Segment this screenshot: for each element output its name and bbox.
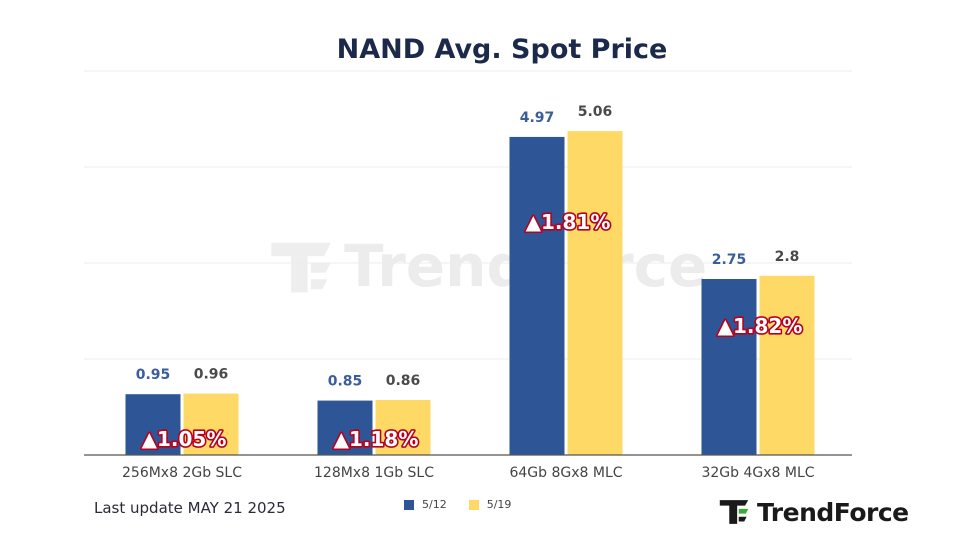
bar-1 [317, 400, 373, 455]
chart-title: NAND Avg. Spot Price [336, 34, 668, 65]
legend-swatch-series-1 [404, 499, 414, 510]
change-label: ▲1.81% [526, 210, 611, 234]
bar-1 [125, 394, 181, 455]
legend-item-series-1: 5/12 [404, 498, 447, 511]
data-label: 5.06 [578, 104, 613, 120]
data-label: 0.85 [328, 374, 363, 390]
bar-1 [701, 279, 757, 455]
legend-label-series-1: 5/12 [422, 498, 447, 511]
bar-2 [759, 275, 815, 455]
legend-label-series-2: 5/19 [486, 498, 512, 511]
bar-2 [375, 399, 431, 455]
x-tick-label: 256Mx8 2Gb SLC [122, 465, 242, 481]
bar-chart: 0.95 0.96 ▲1.05% 256Mx8 2Gb SLC 0.85 0.86 ▲1.1… [84, 70, 852, 481]
trendforce-logo: TrendForce [718, 497, 909, 527]
bar-2 [567, 131, 623, 455]
trendforce-logo-icon [719, 500, 749, 524]
legend-swatch-series-2 [468, 499, 479, 510]
bar-1 [509, 136, 565, 456]
data-label: 0.96 [194, 367, 229, 383]
x-tick-label: 64Gb 8Gx8 MLC [509, 465, 622, 481]
legend: 5/12 5/19 [404, 498, 511, 511]
legend-item-series-2: 5/19 [468, 498, 512, 511]
data-label: 2.75 [712, 252, 747, 268]
data-label: 0.95 [136, 367, 171, 383]
x-tick-label: 128Mx8 1Gb SLC [314, 465, 434, 481]
data-label: 2.8 [775, 249, 800, 265]
logo-text: TrendForce [757, 497, 909, 527]
change-label: ▲1.82% [718, 314, 803, 338]
bar-2 [183, 393, 239, 455]
x-tick-label: 32Gb 4Gx8 MLC [701, 465, 814, 481]
change-label: ▲1.18% [334, 427, 419, 451]
last-update-text: Last update MAY 21 2025 [94, 499, 286, 517]
data-label: 0.86 [386, 373, 421, 389]
change-label: ▲1.05% [142, 427, 227, 451]
data-label: 4.97 [520, 110, 555, 126]
